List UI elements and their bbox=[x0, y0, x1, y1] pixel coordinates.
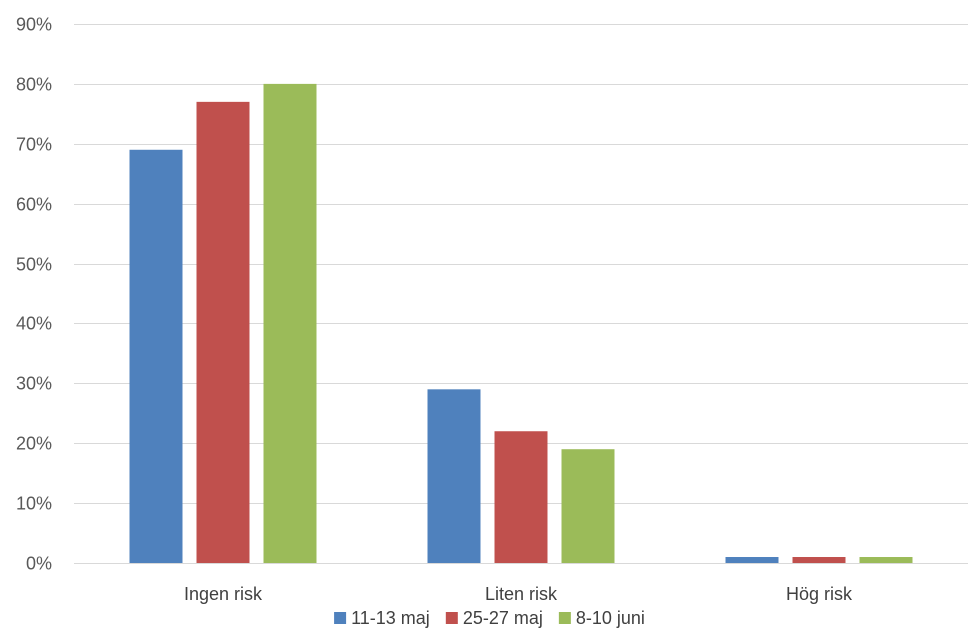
bar bbox=[427, 389, 481, 563]
y-tick-label: 40% bbox=[16, 314, 52, 334]
y-tick-label: 60% bbox=[16, 195, 52, 215]
y-tick-label: 50% bbox=[16, 255, 52, 275]
legend: 11-13 maj 25-27 maj 8-10 juni bbox=[334, 608, 645, 628]
legend-swatch bbox=[334, 612, 347, 624]
legend-item: 11-13 maj bbox=[334, 608, 430, 628]
legend-swatch bbox=[445, 612, 458, 624]
x-category-label: Liten risk bbox=[485, 584, 558, 604]
bar bbox=[725, 557, 779, 563]
x-category-label: Hög risk bbox=[786, 584, 853, 604]
legend-label: 11-13 maj bbox=[351, 608, 430, 628]
bar bbox=[129, 149, 183, 563]
bar bbox=[263, 83, 317, 563]
legend-swatch bbox=[558, 612, 571, 624]
legend-item: 25-27 maj bbox=[445, 608, 543, 628]
x-axis-category-labels: Ingen risk Liten risk Hög risk bbox=[184, 584, 853, 604]
bar bbox=[792, 557, 846, 563]
y-axis-tick-labels: 0% 10% 20% 30% 40% 50% 60% 70% 80% 90% bbox=[16, 15, 52, 574]
y-tick-label: 10% bbox=[16, 494, 52, 514]
y-tick-label: 70% bbox=[16, 135, 52, 155]
bar bbox=[494, 431, 548, 563]
y-tick-label: 20% bbox=[16, 434, 52, 454]
bar bbox=[859, 557, 913, 563]
bars bbox=[129, 83, 913, 563]
legend-label: 25-27 maj bbox=[463, 608, 543, 628]
bar bbox=[561, 449, 615, 563]
y-tick-label: 0% bbox=[26, 554, 52, 574]
x-category-label: Ingen risk bbox=[184, 584, 263, 604]
bar bbox=[196, 101, 250, 563]
y-tick-label: 30% bbox=[16, 374, 52, 394]
legend-item: 8-10 juni bbox=[558, 608, 645, 628]
legend-label: 8-10 juni bbox=[576, 608, 645, 628]
y-tick-label: 80% bbox=[16, 75, 52, 95]
y-tick-label: 90% bbox=[16, 15, 52, 35]
